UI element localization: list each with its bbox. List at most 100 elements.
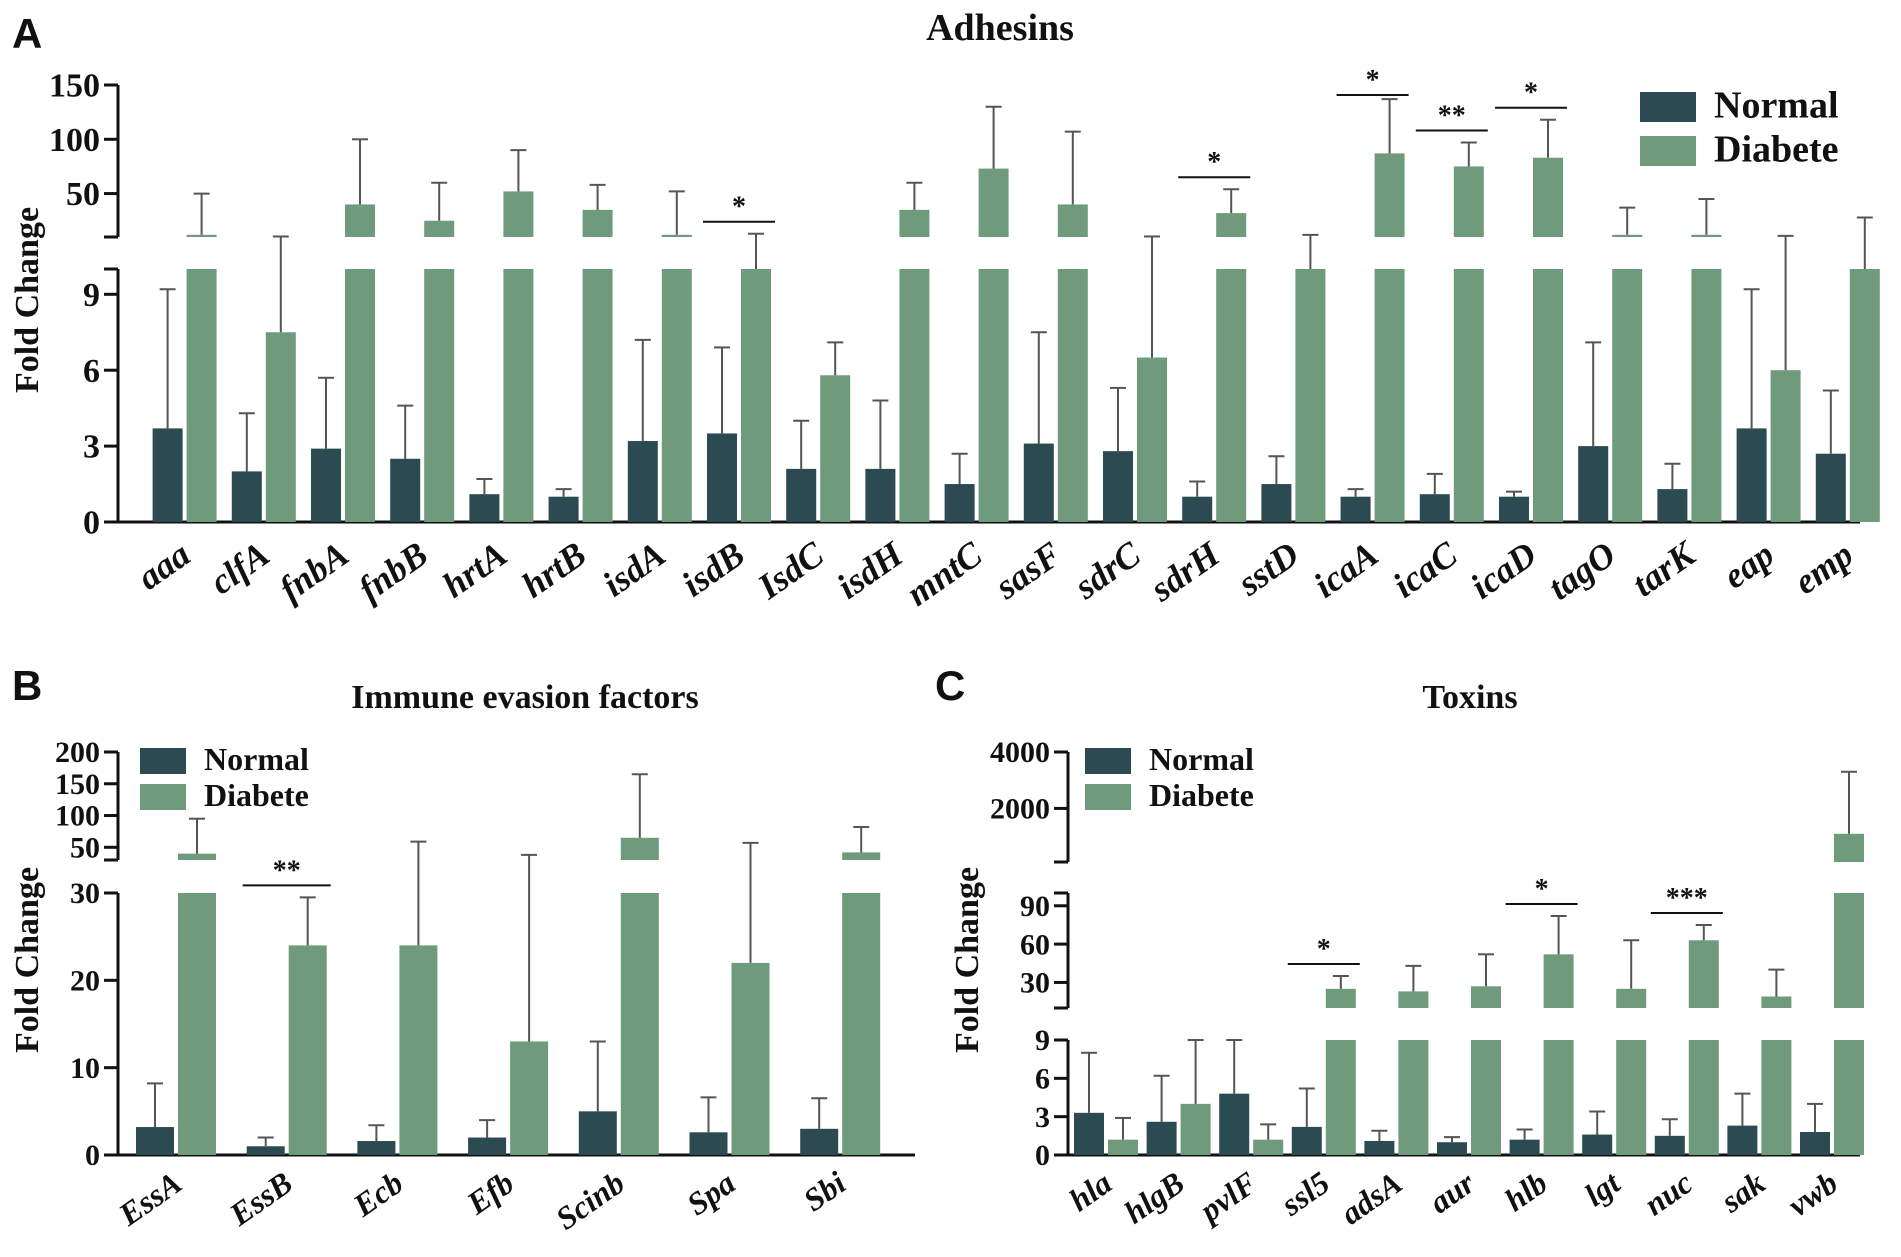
bar-C-vwb-diabete <box>1834 1040 1864 1155</box>
bar-B-Efb-normal <box>468 1137 507 1155</box>
y-tick-label: 150 <box>55 768 100 801</box>
x-tick-label: pvlF <box>1191 1164 1264 1230</box>
bar-A-tarK-diabete <box>1691 269 1722 522</box>
bar-A-tagO-normal <box>1578 446 1609 522</box>
bar-C-pvlF-diabete <box>1253 1139 1284 1155</box>
bar-A-icaD-diabete <box>1533 269 1563 522</box>
bar-B-Spa-diabete <box>731 962 770 1155</box>
bar-C-aur-diabete <box>1471 1040 1501 1155</box>
x-tick-label: sdrC <box>1066 533 1148 607</box>
bar-C-adsA-normal <box>1364 1140 1395 1155</box>
bar-A-tagO-diabete <box>1612 234 1643 237</box>
bar-C-vwb-diabete <box>1834 833 1864 862</box>
bar-A-sasF-diabete <box>1057 269 1088 522</box>
bar-A-eap-diabete <box>1770 370 1801 522</box>
y-tick-label: 6 <box>83 353 100 390</box>
y-tick-label: 20 <box>70 965 100 998</box>
bar-A-isdA-diabete <box>661 269 692 522</box>
x-tick-label: Efb <box>459 1164 520 1222</box>
bar-A-icaC-diabete <box>1453 269 1484 522</box>
bar-A-isdA-diabete <box>661 234 692 237</box>
bar-A-aaa-diabete <box>186 234 217 237</box>
x-tick-label: fnbB <box>351 534 435 609</box>
x-tick-label: adsA <box>1334 1164 1409 1231</box>
x-tick-label: hlb <box>1498 1164 1554 1218</box>
significance-marker: * <box>1366 65 1380 96</box>
x-tick-label: EssB <box>222 1164 299 1233</box>
bar-A-hrtA-diabete <box>503 269 534 522</box>
bar-B-EssA-normal <box>136 1127 174 1155</box>
y-tick-label: 9 <box>1035 1024 1050 1057</box>
bar-C-lgt-diabete <box>1616 988 1647 1008</box>
bar-C-ssl5-normal <box>1291 1126 1322 1155</box>
panel-A-title: Adhesins <box>926 7 1074 49</box>
bar-C-aur-normal <box>1437 1142 1467 1155</box>
y-tick-label: 2000 <box>990 793 1050 826</box>
panel-C-letter: C <box>935 662 965 709</box>
x-tick-label: ssl5 <box>1274 1164 1336 1223</box>
x-tick-label: isdA <box>595 534 672 605</box>
bar-A-emp-diabete <box>1849 269 1880 522</box>
bar-B-Scinb-diabete <box>620 893 659 1155</box>
bar-A-fnbA-normal <box>311 448 341 522</box>
bar-A-icaA-diabete <box>1374 153 1405 237</box>
bar-C-hlb-diabete <box>1543 954 1574 1008</box>
y-tick-label: 6 <box>1035 1063 1050 1096</box>
x-tick-label: isdH <box>830 533 911 606</box>
y-tick-label: 150 <box>49 68 100 105</box>
bar-A-emp-normal <box>1815 453 1846 522</box>
legend-label-diabete: Diabete <box>204 777 309 813</box>
bar-A-icaA-normal <box>1340 496 1371 522</box>
x-tick-label: hla <box>1062 1164 1118 1218</box>
bar-A-isdA-normal <box>627 441 658 522</box>
bar-C-nuc-diabete <box>1688 1040 1719 1155</box>
panel-B-title: Immune evasion factors <box>351 679 699 716</box>
bar-C-nuc-normal <box>1654 1135 1685 1155</box>
bar-C-vwb-diabete <box>1834 893 1864 1008</box>
bar-C-sak-diabete <box>1761 1040 1792 1155</box>
bar-C-adsA-diabete <box>1398 991 1429 1008</box>
y-axis-label: Fold Change <box>9 867 46 1053</box>
panel-B-letter: B <box>12 662 42 709</box>
legend-label-normal: Normal <box>1149 741 1254 777</box>
x-tick-label: vwb <box>1781 1164 1844 1223</box>
bar-C-ssl5-diabete <box>1325 1040 1356 1155</box>
y-tick-label: 100 <box>49 122 100 159</box>
y-axis-label: Fold Change <box>9 207 46 393</box>
bar-A-tarK-diabete <box>1691 234 1722 237</box>
y-tick-label: 50 <box>66 176 100 213</box>
significance-marker: * <box>732 192 746 223</box>
x-tick-label: clfA <box>203 534 277 602</box>
bar-A-IsdC-diabete <box>820 375 851 522</box>
bar-B-Sbi-diabete <box>842 852 881 860</box>
bar-A-tarK-normal <box>1657 489 1688 522</box>
legend-label-normal: Normal <box>204 741 309 777</box>
bar-C-lgt-normal <box>1582 1134 1613 1155</box>
x-tick-label: Ecb <box>346 1164 410 1224</box>
bar-A-mntC-diabete <box>978 168 1009 237</box>
bar-A-hrtB-normal <box>548 496 579 522</box>
legend-swatch-normal <box>1640 92 1696 122</box>
legend-swatch-diabete <box>140 784 186 810</box>
bar-C-hlb-normal <box>1509 1139 1540 1155</box>
bar-A-fnbB-normal <box>390 458 421 522</box>
x-tick-label: Sbi <box>797 1164 853 1218</box>
significance-marker: * <box>1535 874 1549 905</box>
x-tick-label: IsdC <box>750 533 832 607</box>
x-tick-label: aaa <box>130 534 197 598</box>
bar-B-Scinb-diabete <box>620 837 659 860</box>
bar-A-aaa-normal <box>152 428 183 522</box>
bar-B-Scinb-normal <box>578 1111 617 1155</box>
significance-marker: * <box>1317 934 1331 965</box>
x-tick-label: icaD <box>1463 534 1543 607</box>
bar-A-isdB-diabete <box>741 269 771 522</box>
bar-C-hlgB-diabete <box>1180 1103 1211 1155</box>
x-tick-label: aur <box>1422 1164 1481 1220</box>
x-tick-label: tagO <box>1541 534 1623 608</box>
bar-B-Sbi-normal <box>800 1128 839 1155</box>
x-tick-label: hrtA <box>435 534 514 606</box>
bar-A-isdH-diabete <box>899 209 930 237</box>
x-tick-label: sak <box>1714 1164 1772 1220</box>
significance-marker: *** <box>1666 883 1708 914</box>
